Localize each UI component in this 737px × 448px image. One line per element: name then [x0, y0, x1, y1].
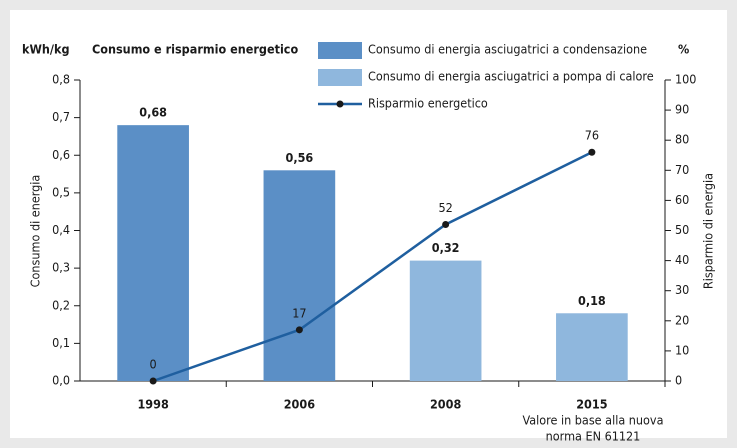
bar-value-label: 0,18 [578, 293, 606, 308]
y-tick-label: 0,1 [52, 335, 70, 350]
y-tick-label: 0,4 [52, 222, 70, 237]
legend-label: Consumo di energia asciugatrici a pompa … [368, 69, 654, 84]
y2-tick-label: 70 [675, 162, 689, 177]
y-tick-label: 0,5 [52, 184, 70, 199]
bar [263, 170, 336, 381]
y-axis-label: Consumo di energia [28, 175, 43, 288]
x-tick-label: 1998 [137, 397, 168, 412]
point [295, 326, 303, 334]
chart-title: Consumo e risparmio energetico [92, 42, 298, 57]
y2-tick-label: 10 [675, 342, 689, 357]
x-tick-label: 2015 [576, 397, 607, 412]
bar-value-label: 0,32 [432, 240, 460, 255]
point [149, 377, 157, 385]
bar [117, 125, 189, 382]
y-tick-label: 0,3 [52, 260, 70, 275]
y2-tick-label: 0 [675, 373, 682, 388]
bar-value-label: 0,56 [286, 150, 314, 165]
bar-value-label: 0,68 [139, 105, 167, 120]
y-tick-label: 0,6 [52, 147, 70, 162]
y2-axis-label: Risparmio di energia [701, 173, 716, 289]
legend-swatch [318, 42, 362, 59]
line-value-label: 52 [438, 200, 452, 215]
x-tick-label: 2008 [430, 397, 461, 412]
y-tick-label: 0,7 [52, 109, 70, 124]
y2-tick-label: 60 [675, 192, 689, 207]
bar [409, 260, 482, 381]
y-tick-label: 0,8 [52, 72, 70, 87]
y2-tick-label: 90 [675, 102, 689, 117]
line-value-label: 76 [585, 128, 599, 143]
point [588, 148, 596, 156]
legend-label: Risparmio energetico [368, 96, 488, 111]
legend-swatch [336, 100, 344, 108]
y-unit: kWh/kg [22, 42, 70, 57]
y2-tick-label: 30 [675, 282, 689, 297]
line-value-label: 0 [150, 357, 157, 372]
point [442, 220, 450, 228]
bar [556, 313, 628, 381]
y2-tick-label: 40 [675, 252, 689, 267]
y2-tick-label: 100 [675, 72, 696, 87]
line-value-label: 17 [292, 305, 306, 320]
y2-tick-label: 50 [675, 222, 689, 237]
y2-unit: % [678, 42, 689, 57]
x-tick-label: 2006 [284, 397, 315, 412]
y-tick-label: 0,0 [52, 373, 70, 388]
y2-tick-label: 20 [675, 312, 689, 327]
legend-swatch [318, 69, 362, 86]
annotation: norma EN 61121 [546, 429, 641, 444]
y-tick-label: 0,2 [52, 297, 70, 312]
annotation: Valore in base alla nuova [523, 413, 664, 428]
line [152, 151, 593, 383]
legend-label: Consumo di energia asciugatrici a conden… [368, 42, 647, 57]
y2-tick-label: 80 [675, 132, 689, 147]
